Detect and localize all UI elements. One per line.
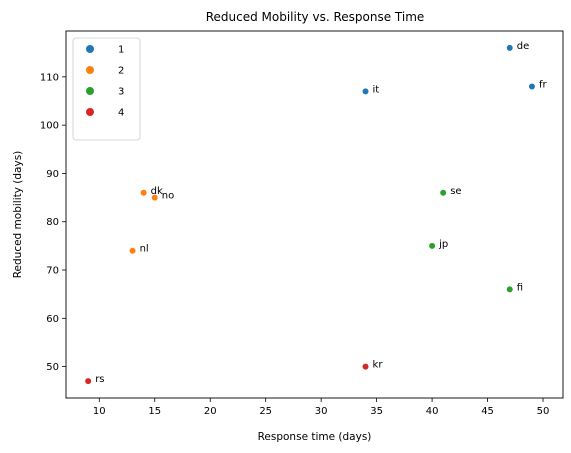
x-tick-label: 25 [259, 406, 272, 417]
x-axis-label: Response time (days) [258, 431, 372, 443]
point-label-fr: fr [539, 80, 548, 91]
axis-ticks: 10 15 20 25 30 35 40 45 50 50 60 70 80 90 100 110 [40, 72, 549, 417]
legend-label-2: 2 [118, 66, 124, 77]
point-label-rs: rs [95, 374, 104, 385]
legend: 1 2 3 4 [72, 37, 141, 141]
y-tick-label: 100 [40, 121, 59, 132]
y-tick-label: 90 [46, 169, 59, 180]
data-point-fr [528, 82, 536, 91]
point-label-kr: kr [373, 360, 384, 371]
point-label-it: it [373, 84, 380, 95]
x-tick-label: 45 [481, 406, 494, 417]
legend-label-1: 1 [118, 45, 124, 56]
data-point-se [439, 189, 447, 197]
data-point-de [506, 44, 514, 52]
data-point-kr [361, 363, 370, 371]
y-tick-label: 110 [40, 72, 59, 83]
x-tick-label: 20 [204, 406, 217, 417]
point-label-no: no [162, 191, 174, 202]
x-tick-label: 30 [315, 406, 328, 417]
legend-frame [72, 37, 141, 141]
x-tick-label: 15 [148, 406, 161, 417]
y-tick-label: 70 [46, 266, 59, 277]
data-point-fi [506, 285, 514, 293]
data-point-dk [140, 189, 148, 197]
chart-title: Reduced Mobility vs. Response Time [206, 10, 425, 24]
point-label-fi: fi [517, 282, 523, 293]
data-point-jp [428, 242, 436, 250]
point-label-de: de [517, 41, 530, 52]
x-tick-label: 35 [370, 406, 383, 417]
x-tick-label: 10 [93, 406, 106, 417]
x-tick-label: 40 [426, 406, 439, 417]
legend-marker-2 [86, 66, 94, 74]
y-tick-label: 50 [46, 362, 59, 373]
point-label-jp: jp [438, 239, 448, 250]
plot-frame [65, 30, 564, 399]
data-point-nl [128, 247, 137, 255]
y-axis-label: Reduced mobility (days) [12, 151, 24, 279]
legend-label-4: 4 [118, 108, 124, 119]
legend-marker-3 [86, 87, 94, 95]
point-label-nl: nl [140, 244, 149, 255]
y-tick-label: 60 [46, 314, 59, 325]
data-point-no [151, 193, 159, 202]
legend-marker-4 [86, 108, 94, 116]
data-point-rs [84, 377, 92, 385]
legend-label-3: 3 [118, 87, 124, 98]
x-tick-label: 50 [537, 406, 550, 417]
y-tick-label: 80 [46, 217, 59, 228]
point-label-dk: dk [151, 186, 163, 197]
point-label-se: se [450, 186, 461, 197]
legend-marker-1 [86, 45, 94, 53]
data-point-it [361, 87, 370, 95]
